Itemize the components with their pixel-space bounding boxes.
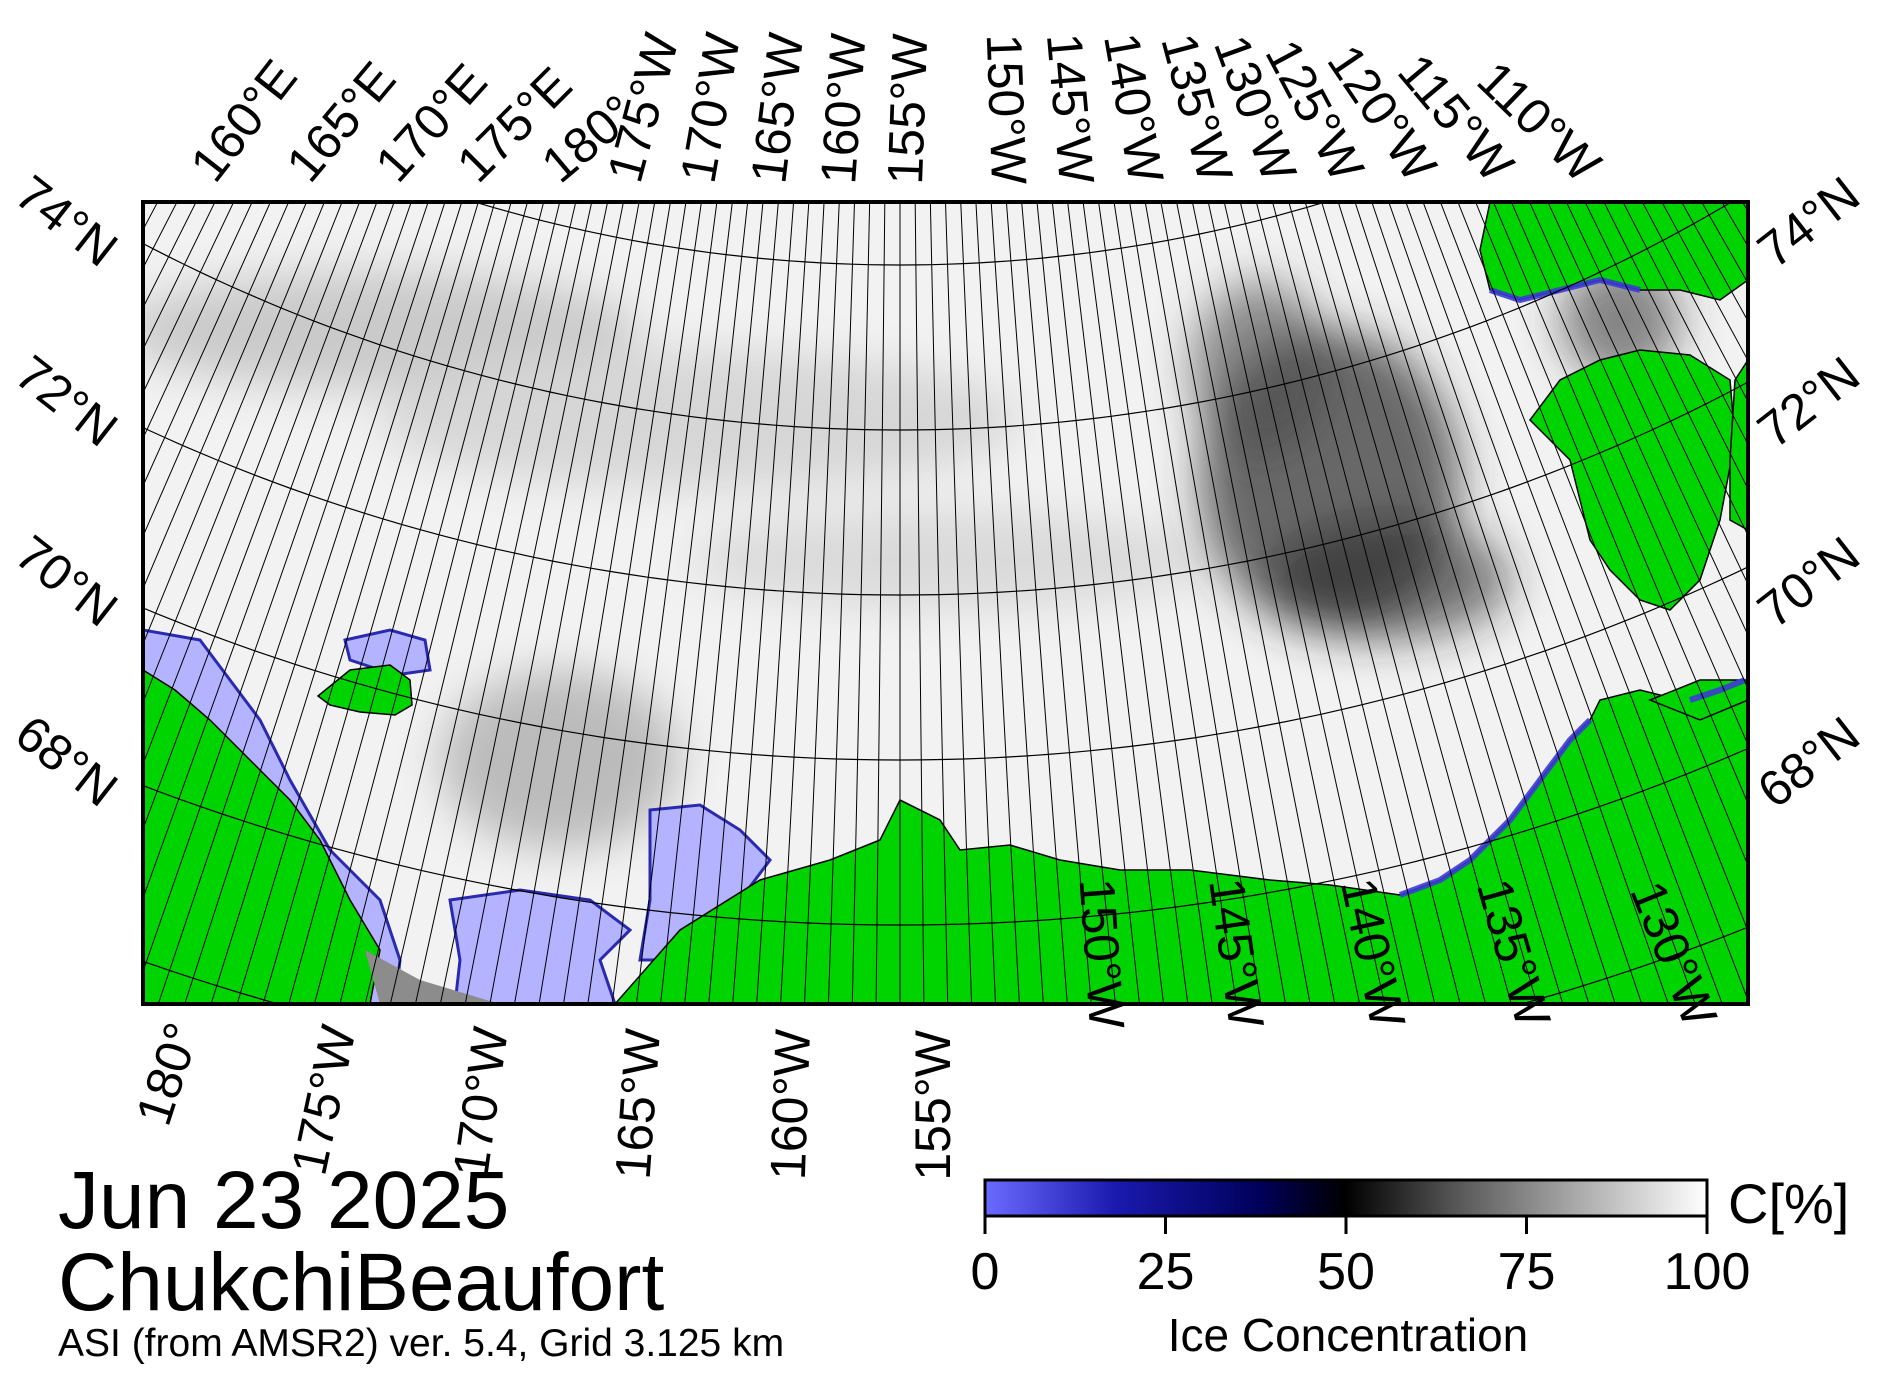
- colorbar-title: Ice Concentration: [1168, 1312, 1529, 1358]
- left-latitude-label: 72°N: [5, 345, 128, 458]
- bottom-longitude-label: 160°W: [760, 1028, 821, 1181]
- right-latitude-label: 68°N: [1747, 706, 1870, 819]
- right-latitude-label: 72°N: [1747, 346, 1870, 459]
- bottom-longitude-label: 165°W: [605, 1026, 671, 1181]
- colorbar-tick-label: 100: [1664, 1246, 1751, 1298]
- colorbar-tick-label: 25: [1137, 1246, 1195, 1298]
- left-latitude-label: 70°N: [5, 525, 128, 638]
- top-longitude-label: 150°W: [976, 33, 1037, 186]
- colorbar-tick-label: 75: [1498, 1246, 1556, 1298]
- colorbar-tick-label: 50: [1317, 1246, 1375, 1298]
- colorbar-ticks: [985, 1216, 1707, 1234]
- date-title: Jun 23 2025: [58, 1160, 509, 1242]
- top-longitude-label: 160°W: [810, 31, 876, 186]
- colorbar: [985, 1180, 1707, 1234]
- top-longitude-label: 160°E: [180, 50, 308, 192]
- left-latitude-label: 74°N: [5, 165, 128, 278]
- bottom-longitude-label: 180°: [125, 1016, 210, 1132]
- source-caption: ASI (from AMSR2) ver. 5.4, Grid 3.125 km: [58, 1324, 784, 1363]
- bottom-longitude-label: 150°W: [1069, 877, 1135, 1032]
- colorbar-ramp: [985, 1180, 1707, 1216]
- region-title: ChukchiBeaufort: [58, 1242, 664, 1324]
- colorbar-tick-label: 0: [971, 1246, 1000, 1298]
- top-longitude-label: 155°W: [877, 32, 938, 185]
- right-latitude-label: 70°N: [1747, 526, 1870, 639]
- bottom-longitude-label: 155°W: [905, 1029, 961, 1180]
- left-latitude-label: 68°N: [5, 705, 128, 818]
- colorbar-unit: C[%]: [1728, 1176, 1849, 1232]
- right-latitude-label: 74°N: [1747, 166, 1870, 279]
- top-longitude-label: 165°W: [740, 29, 814, 186]
- top-longitude-label: 145°W: [1036, 31, 1105, 187]
